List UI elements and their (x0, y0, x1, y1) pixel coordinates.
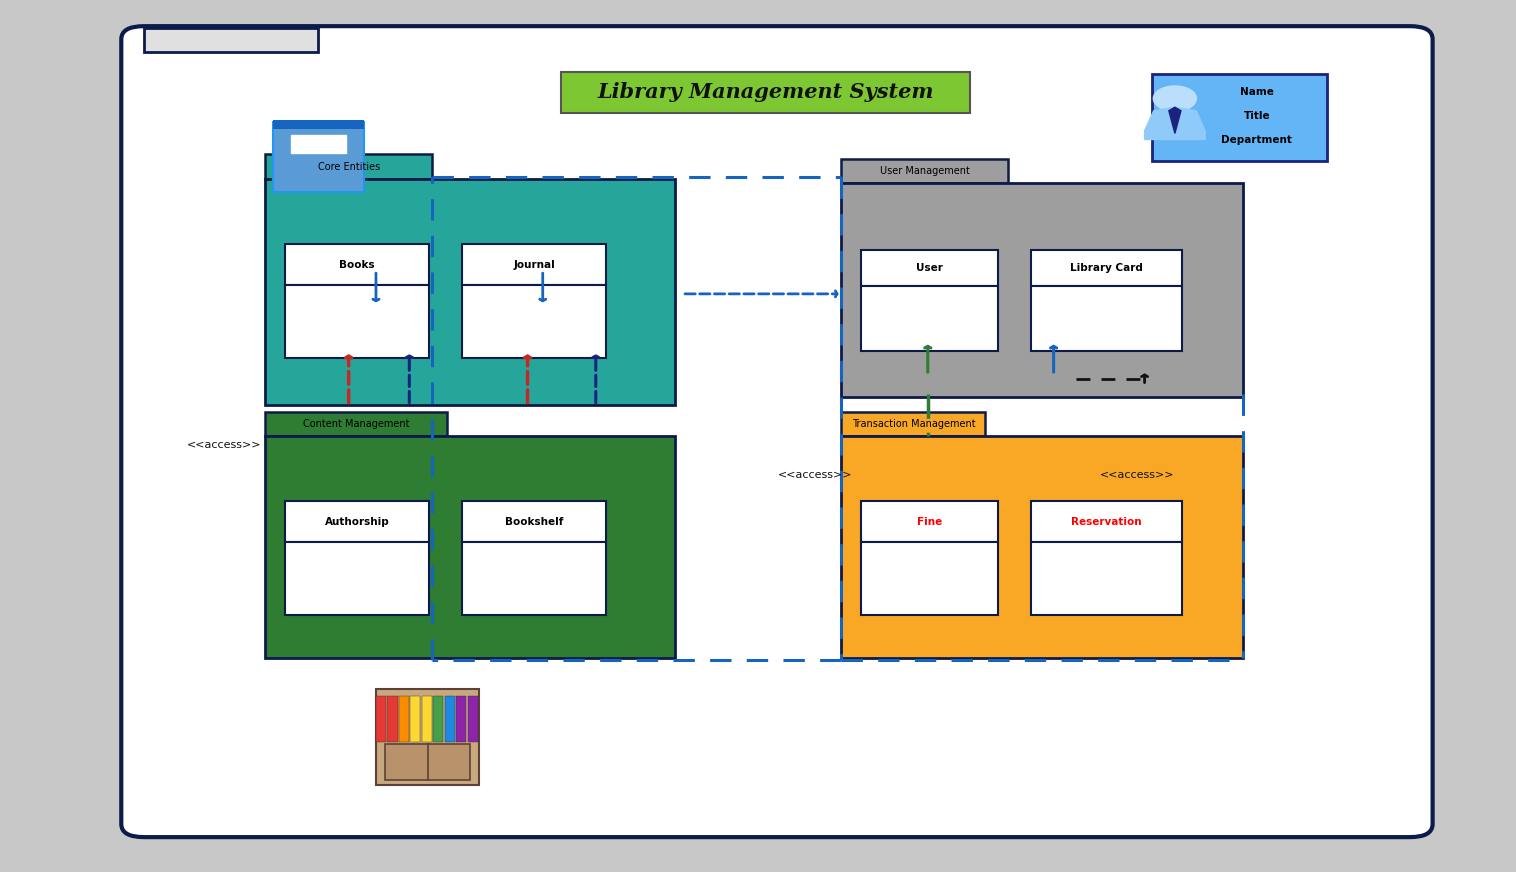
Bar (273, 120, 364, 129)
Polygon shape (1145, 107, 1205, 140)
Bar (467, 696, 478, 741)
Bar (265, 154, 432, 179)
Bar (1031, 542, 1182, 615)
FancyBboxPatch shape (121, 26, 1433, 837)
Bar (444, 696, 455, 741)
Bar (273, 122, 364, 192)
Bar (841, 183, 1243, 397)
Text: Library Card: Library Card (1070, 263, 1143, 273)
Bar (1031, 286, 1182, 351)
Text: Fine: Fine (917, 517, 941, 527)
Bar (434, 696, 443, 741)
Text: Journal: Journal (514, 260, 555, 269)
Bar (462, 501, 606, 542)
Text: Content Management: Content Management (303, 419, 409, 429)
Text: Bookshelf: Bookshelf (505, 517, 564, 527)
Bar (462, 244, 606, 285)
Text: User Management: User Management (879, 166, 970, 176)
Text: Library Management System: Library Management System (597, 83, 934, 102)
Text: <<access>>: <<access>> (778, 470, 854, 480)
Text: Department: Department (1222, 135, 1292, 146)
Bar (388, 696, 397, 741)
Bar (399, 696, 409, 741)
Bar (265, 436, 675, 658)
Bar (1031, 250, 1182, 286)
Text: Authorship: Authorship (324, 517, 390, 527)
Bar (265, 412, 447, 436)
Bar (265, 179, 675, 405)
Bar (291, 135, 346, 153)
Circle shape (1154, 86, 1196, 111)
Text: <<access>>: <<access>> (1099, 470, 1175, 480)
Text: Core Entities: Core Entities (317, 161, 381, 172)
Polygon shape (1169, 107, 1181, 133)
Bar (411, 696, 420, 741)
Text: Books: Books (340, 260, 374, 269)
Bar (376, 689, 479, 785)
Text: <<access>>: <<access>> (186, 439, 262, 450)
Bar (861, 501, 998, 542)
Bar (462, 285, 606, 358)
Text: Title: Title (1243, 111, 1270, 121)
Bar (561, 72, 970, 113)
Bar (376, 696, 387, 741)
Bar (462, 542, 606, 615)
Bar (285, 501, 429, 542)
Bar (285, 542, 429, 615)
Bar (421, 696, 432, 741)
Text: Transaction Management: Transaction Management (852, 419, 975, 429)
Bar (144, 28, 318, 52)
Bar (861, 542, 998, 615)
Text: Name: Name (1240, 86, 1273, 97)
Bar (841, 159, 1008, 183)
Text: Reservation: Reservation (1072, 517, 1142, 527)
Bar (285, 285, 429, 358)
Bar (1031, 501, 1182, 542)
Bar (385, 744, 470, 780)
Bar (1152, 74, 1326, 161)
Bar (861, 286, 998, 351)
Bar (841, 412, 985, 436)
Bar (841, 436, 1243, 658)
Bar (285, 244, 429, 285)
Bar (456, 696, 467, 741)
Bar (861, 250, 998, 286)
Text: User: User (916, 263, 943, 273)
